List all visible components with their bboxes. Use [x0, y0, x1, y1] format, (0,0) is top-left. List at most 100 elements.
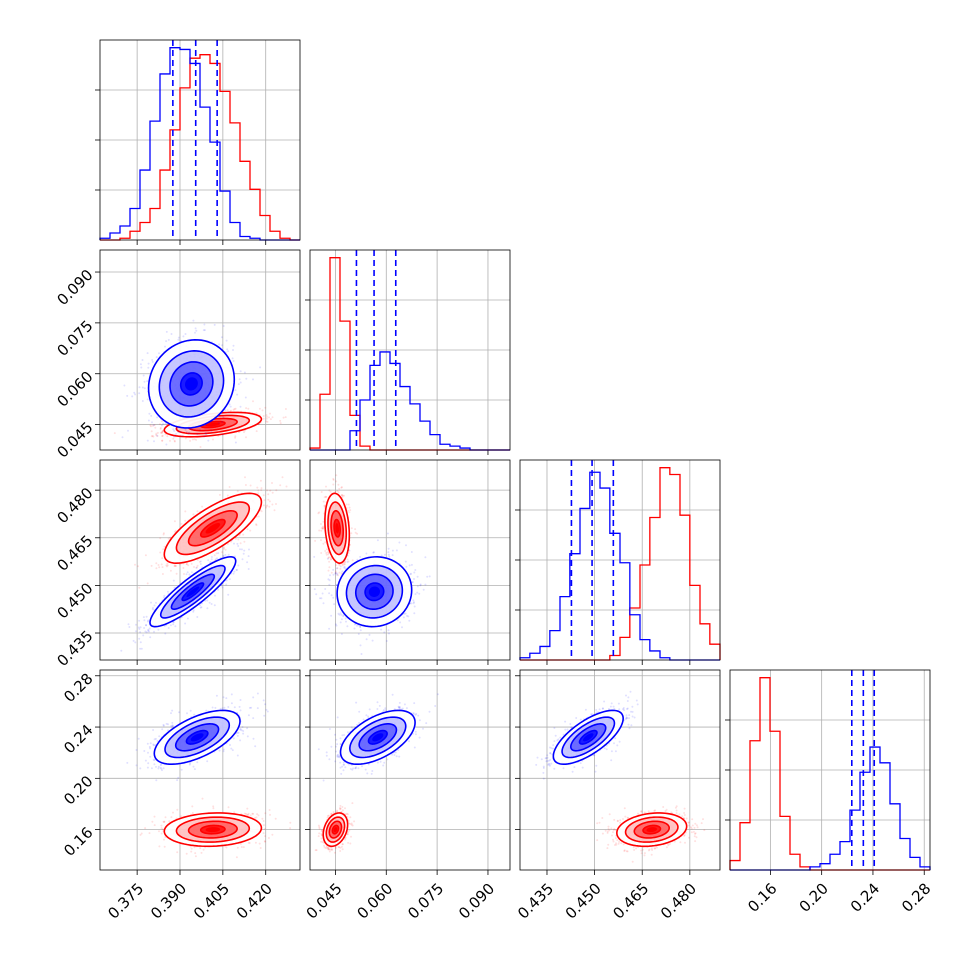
scatter-point	[173, 439, 176, 442]
scatter-point	[150, 425, 152, 428]
scatter-point	[221, 420, 224, 423]
scatter-point	[249, 484, 252, 487]
scatter-point	[337, 483, 340, 486]
scatter-point	[173, 564, 176, 567]
scatter-point	[173, 520, 176, 523]
scatter-point	[232, 344, 235, 347]
scatter-point	[138, 637, 141, 640]
scatter-point	[149, 636, 152, 639]
scatter-point	[241, 558, 244, 561]
scatter-point	[138, 619, 141, 622]
scatter-point	[416, 591, 419, 594]
scatter-point	[146, 582, 149, 585]
scatter-point	[233, 408, 236, 410]
scatter-point	[387, 553, 390, 556]
scatter-point	[172, 428, 175, 431]
scatter-point	[408, 619, 411, 622]
scatter-point	[155, 562, 158, 565]
scatter-point	[262, 415, 265, 417]
histogram-panel-1	[305, 249, 511, 455]
scatter-point	[199, 428, 201, 431]
scatter-point	[206, 607, 209, 610]
scatter-point	[324, 550, 327, 552]
scatter-point	[182, 567, 185, 569]
scatter-point	[347, 503, 350, 506]
scatter-point	[263, 499, 266, 502]
scatter-point	[239, 405, 242, 408]
scatter-point	[165, 443, 168, 446]
scatter-point	[322, 542, 325, 545]
scatter-point	[210, 556, 213, 558]
scatter-point	[217, 552, 220, 555]
scatter-point	[271, 482, 273, 484]
scatter-point	[222, 555, 225, 558]
scatter-point	[234, 435, 237, 438]
scatter-point	[320, 527, 323, 530]
scatter-point	[323, 505, 326, 508]
joint-panel-0-1	[95, 249, 301, 455]
scatter-point	[152, 606, 154, 609]
scatter-point	[191, 438, 194, 441]
scatter-point	[184, 437, 187, 440]
scatter-point	[229, 405, 232, 408]
scatter-point	[245, 407, 248, 410]
scatter-point	[160, 424, 163, 427]
scatter-point	[152, 435, 155, 438]
scatter-point	[167, 338, 170, 341]
scatter-point	[329, 556, 332, 559]
scatter-point	[190, 571, 193, 574]
scatter-point	[233, 555, 236, 558]
scatter-point	[178, 563, 181, 566]
scatter-point	[239, 542, 242, 545]
scatter-point	[214, 594, 216, 597]
scatter-point	[144, 630, 147, 633]
scatter-point	[208, 601, 211, 604]
scatter-point	[240, 548, 243, 551]
scatter-point	[330, 571, 333, 574]
scatter-point	[262, 504, 265, 507]
panel-frame	[99, 249, 301, 451]
scatter-point	[226, 543, 229, 545]
scatter-point	[265, 506, 267, 509]
contour-line-blue	[158, 350, 225, 418]
scatter-point	[285, 485, 288, 488]
scatter-point	[161, 430, 164, 433]
scatter-point	[203, 329, 206, 332]
scatter-point	[206, 599, 209, 602]
scatter-point	[213, 604, 216, 607]
scatter-point	[265, 417, 268, 420]
scatter-point	[201, 505, 204, 508]
scatter-point	[187, 564, 190, 567]
scatter-point	[195, 438, 198, 441]
scatter-point	[334, 490, 337, 493]
scatter-point	[196, 616, 199, 618]
scatter-point	[243, 431, 245, 434]
scatter-point	[149, 424, 152, 427]
scatter-point	[265, 505, 268, 508]
scatter-point	[150, 430, 153, 433]
scatter-point	[222, 325, 225, 327]
scatter-point	[158, 566, 161, 569]
scatter-point	[337, 491, 340, 494]
scatter-point	[165, 330, 168, 333]
scatter-point	[151, 608, 154, 611]
scatter-point	[155, 567, 158, 570]
scatter-point	[238, 534, 241, 537]
scatter-point	[159, 551, 162, 554]
scatter-point	[224, 409, 227, 412]
scatter-point	[127, 429, 129, 432]
scatter-point	[175, 572, 178, 575]
scatter-point	[320, 552, 323, 554]
scatter-point	[193, 438, 196, 441]
scatter-point	[354, 531, 357, 534]
scatter-point	[236, 569, 238, 571]
contour-line-blue	[181, 582, 205, 602]
scatter-point	[260, 489, 263, 492]
histogram-blue-series	[730, 746, 931, 871]
scatter-point	[198, 560, 201, 563]
scatter-point	[145, 624, 148, 627]
scatter-point	[165, 564, 168, 567]
scatter-point	[167, 627, 170, 629]
scatter-point	[156, 431, 159, 434]
